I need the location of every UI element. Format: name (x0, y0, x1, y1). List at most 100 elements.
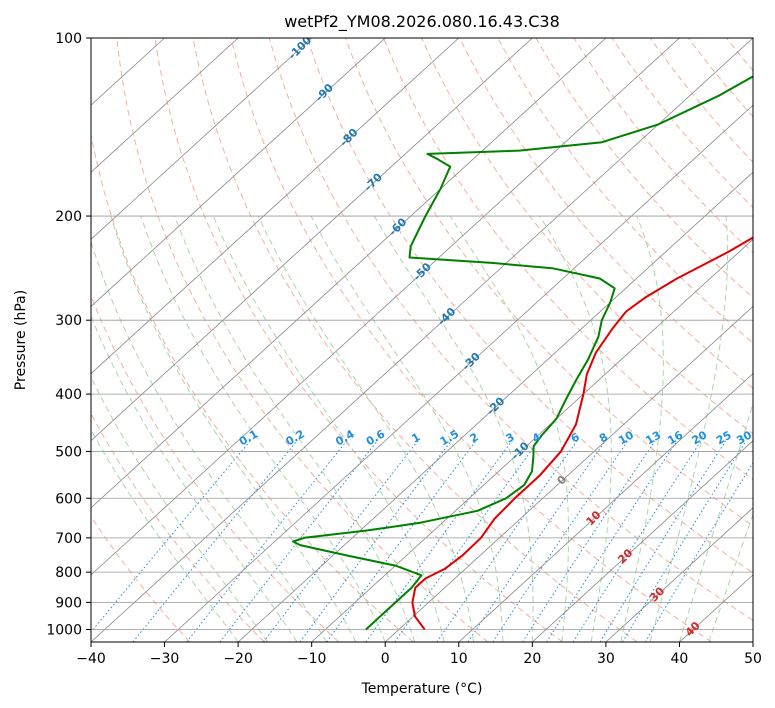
mixing-ratio-line (644, 461, 753, 642)
dry-adiabat (91, 515, 191, 642)
x-tick-label: −40 (76, 651, 106, 667)
mixing-ratio-line (394, 440, 539, 642)
x-axis: −40 −30 −20 −10 0 10 20 30 40 50 (76, 642, 762, 667)
mixing-ratio-line (436, 440, 578, 642)
y-tick-label: 200 (55, 209, 82, 225)
isotherm (91, 38, 312, 240)
mixing-ratio-label: 10 (616, 428, 636, 447)
moist-adiabat (310, 215, 504, 642)
mixing-ratio-line (186, 440, 348, 642)
moist-adiabat (110, 215, 357, 642)
mixing-ratio-label: 1.5 (438, 427, 461, 448)
chart-title: wetPf2_YM08.2026.080.16.43.C38 (284, 12, 560, 32)
x-tick-label: 30 (597, 651, 615, 667)
mixing-ratio-label: 0.1 (237, 427, 260, 448)
background-lines (91, 38, 775, 642)
mixing-ratio-line (572, 440, 702, 642)
y-tick-label: 500 (55, 444, 82, 460)
isotherm (164, 104, 753, 642)
mixing-ratio-label: 0.6 (364, 427, 388, 448)
y-tick-label: 700 (55, 531, 82, 547)
mixing-ratio-line (622, 440, 747, 642)
mixing-ratio-label: 30 (734, 428, 754, 447)
moist-adiabat (257, 215, 474, 642)
mixing-ratio-label: 36 (755, 428, 775, 447)
x-tick-label: 0 (381, 651, 390, 667)
x-tick-label: −30 (150, 651, 180, 667)
isotherm (384, 305, 753, 642)
dry-adiabat (765, 38, 775, 642)
mixing-ratio-label: 1 (409, 430, 422, 445)
moist-adiabat (708, 513, 753, 642)
dry-adiabat (649, 38, 753, 163)
moist-adiabat (373, 215, 534, 642)
dry-adiabat (116, 38, 489, 642)
y-tick-label: 800 (55, 565, 82, 581)
mixing-ratio-line (326, 440, 477, 642)
x-tick-label: 10 (450, 651, 468, 667)
mixing-ratio-label: 25 (714, 428, 734, 447)
mixing-ratio-label: 16 (665, 428, 685, 447)
x-tick-label: −10 (297, 651, 327, 667)
dry-adiabat (230, 38, 713, 642)
mixing-ratio-line (263, 440, 419, 642)
profile-line (292, 75, 753, 631)
dry-adiabat (497, 38, 753, 344)
mixing-ratio-label: 13 (643, 428, 663, 447)
profile-line (411, 236, 753, 631)
mixing-ratio-line (546, 440, 678, 642)
moist-adiabat (620, 215, 664, 642)
dry-adiabat (726, 38, 753, 72)
isotherm (91, 38, 239, 173)
moist-adiabat (91, 240, 327, 642)
dry-adiabat (306, 38, 753, 574)
mixing-ratio-line (91, 440, 251, 633)
isotherm (458, 373, 753, 642)
y-tick-label: 100 (55, 31, 82, 47)
y-tick-label: 400 (55, 387, 82, 403)
isotherm (91, 38, 753, 642)
x-tick-label: −20 (223, 651, 253, 667)
dry-adiabat (535, 38, 753, 299)
isotherm (605, 507, 753, 642)
mixing-ratio-line (299, 440, 452, 642)
y-axis-label: Pressure (hPa) (13, 290, 29, 390)
mixing-ratio-line (492, 440, 629, 642)
moist-adiabat (212, 215, 445, 642)
dry-adiabat (344, 38, 753, 527)
mixing-ratio-label: 8 (597, 430, 610, 445)
mixing-ratio-label: 6 (569, 430, 582, 445)
isotherm (91, 38, 533, 442)
dry-adiabat (192, 38, 638, 642)
isotherm (91, 38, 680, 576)
isotherm (752, 641, 753, 642)
dry-adiabat (687, 38, 753, 118)
mixing-ratio-line (522, 440, 656, 642)
mixing-ratio-line (599, 440, 727, 642)
moist-adiabat (649, 215, 729, 642)
dry-adiabat (91, 412, 265, 642)
moist-adiabat (91, 375, 268, 642)
isotherm (91, 38, 460, 375)
mixing-ratio-label: 0.2 (284, 427, 307, 448)
mixing-ratio-line (365, 440, 513, 642)
moist-adiabat (91, 315, 298, 642)
dry-adiabat (611, 38, 753, 209)
isotherm (91, 38, 386, 307)
isotherm (311, 238, 753, 642)
mixing-ratio-line (219, 440, 378, 642)
dry-adiabat (91, 132, 414, 642)
profile-series (292, 75, 753, 631)
moist-adiabat (140, 215, 386, 642)
mixing-ratio-line (467, 440, 606, 642)
x-tick-label: 20 (523, 651, 541, 667)
x-tick-label: 50 (744, 651, 762, 667)
y-tick-label: 300 (55, 313, 82, 329)
moist-adiabat (91, 428, 239, 642)
mixing-ratio-label: 2 (468, 430, 481, 445)
x-tick-label: 40 (671, 651, 689, 667)
moist-adiabat (539, 215, 612, 642)
plot-frame (90, 37, 754, 643)
y-axis: 100 200 300 400 500 600 700 800 900 1000 (46, 31, 91, 638)
